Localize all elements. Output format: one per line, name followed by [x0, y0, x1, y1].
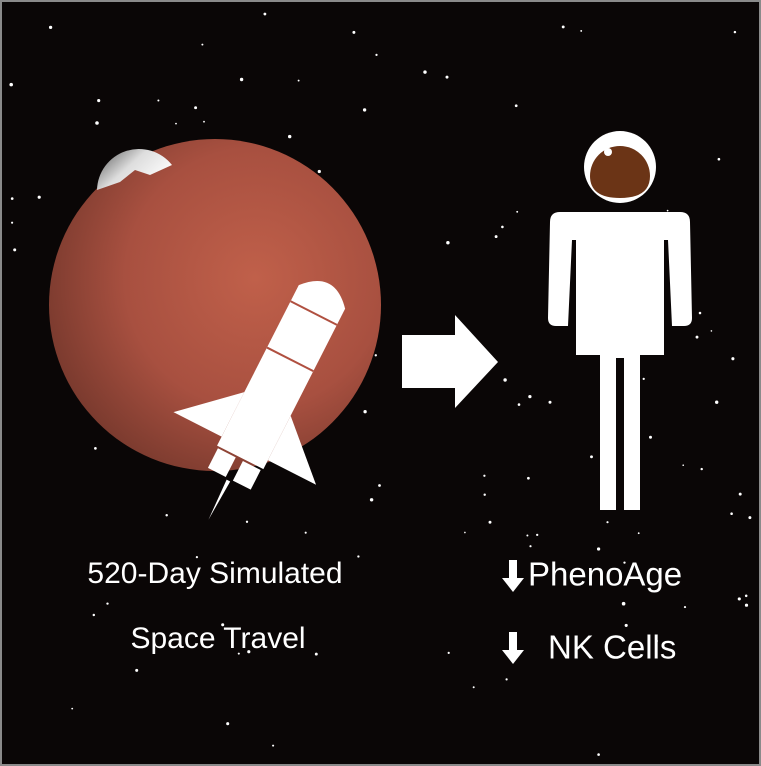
star — [516, 211, 518, 213]
star — [518, 403, 521, 406]
star — [484, 494, 486, 496]
star — [745, 595, 748, 598]
star — [246, 521, 248, 523]
star — [94, 447, 97, 450]
star — [97, 99, 100, 102]
star — [375, 354, 377, 356]
star — [745, 604, 748, 607]
star — [175, 123, 177, 125]
star — [527, 477, 530, 480]
star — [580, 30, 582, 32]
outcome-label: NK Cells — [548, 629, 676, 666]
star — [549, 401, 552, 404]
star — [748, 516, 751, 519]
star — [288, 135, 291, 138]
star — [483, 475, 485, 477]
star — [515, 104, 518, 107]
star — [38, 196, 41, 199]
star — [298, 80, 300, 82]
star — [638, 532, 640, 534]
star — [106, 602, 108, 604]
star — [93, 614, 95, 616]
graphical-abstract: 520-Day Simulated Space Travel PhenoAge … — [0, 0, 761, 766]
star — [363, 410, 366, 413]
star — [622, 602, 626, 606]
star — [370, 498, 373, 501]
star — [226, 722, 229, 725]
star — [597, 547, 600, 550]
star — [272, 745, 274, 747]
star — [529, 545, 531, 547]
star — [157, 99, 159, 101]
star — [240, 78, 243, 81]
star — [49, 26, 52, 29]
star — [667, 210, 669, 212]
star — [696, 336, 699, 339]
caption-line: Space Travel — [130, 622, 305, 655]
star — [526, 535, 528, 537]
star — [649, 436, 652, 439]
star — [495, 235, 498, 238]
star — [739, 493, 742, 496]
star — [305, 532, 307, 534]
star — [203, 121, 205, 123]
star — [503, 378, 506, 381]
star — [625, 624, 628, 627]
star — [718, 158, 721, 161]
star — [71, 708, 73, 710]
star — [501, 226, 504, 229]
star — [643, 378, 645, 380]
star — [562, 25, 565, 28]
star — [448, 652, 450, 654]
star — [446, 76, 449, 79]
star — [738, 597, 741, 600]
star — [489, 521, 492, 524]
star — [701, 468, 703, 470]
star — [201, 44, 203, 46]
star — [682, 464, 684, 466]
star — [684, 606, 686, 608]
star — [731, 357, 734, 360]
star — [375, 54, 377, 56]
star — [318, 170, 321, 173]
star — [505, 678, 507, 680]
star — [473, 686, 475, 688]
star — [734, 31, 736, 33]
caption-line: 520-Day Simulated — [87, 557, 342, 590]
star — [352, 31, 355, 34]
star — [715, 401, 718, 404]
star — [711, 330, 713, 332]
page: {"left_caption": ["520-Day Simulated", "… — [0, 0, 761, 766]
star — [357, 555, 359, 557]
star — [165, 514, 167, 516]
star — [9, 83, 13, 87]
star — [378, 484, 381, 487]
star — [11, 197, 14, 200]
star — [606, 521, 608, 523]
star — [699, 312, 702, 315]
star — [423, 70, 426, 73]
star — [597, 753, 600, 756]
star — [528, 395, 531, 398]
star — [363, 108, 366, 111]
star — [135, 669, 138, 672]
star — [11, 222, 13, 224]
star — [464, 532, 466, 534]
star — [194, 106, 197, 109]
star — [446, 241, 449, 244]
star — [13, 248, 16, 251]
outcome-label: PhenoAge — [528, 556, 682, 593]
star — [730, 512, 733, 515]
star — [315, 653, 318, 656]
star — [95, 121, 99, 125]
star — [263, 13, 266, 16]
star — [590, 455, 593, 458]
star — [536, 534, 538, 536]
